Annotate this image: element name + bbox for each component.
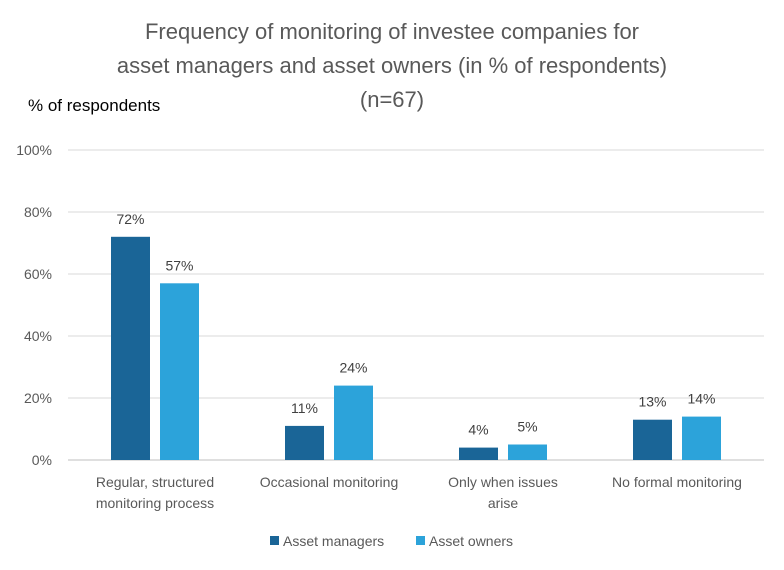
- data-labels: 72% 11% 4% 13% 57% 24% 5% 14%: [116, 211, 715, 438]
- x-tick-label: Only when issues: [448, 474, 558, 490]
- chart-title: Frequency of monitoring of investee comp…: [117, 19, 667, 112]
- y-tick-label: 100%: [16, 142, 52, 158]
- bar: [459, 447, 498, 460]
- y-axis-ticks: 0% 20% 40% 60% 80% 100%: [16, 142, 52, 468]
- bars: [111, 236, 721, 460]
- bar: [334, 385, 373, 460]
- x-axis-categories: Regular, structured monitoring process Occ…: [96, 474, 742, 511]
- bar: [633, 419, 672, 460]
- legend-swatch: [270, 536, 279, 545]
- x-tick-label: Occasional monitoring: [260, 474, 399, 490]
- y-tick-label: 20%: [24, 390, 52, 406]
- data-label: 11%: [291, 400, 318, 416]
- x-tick-label: monitoring process: [96, 495, 214, 511]
- bar: [508, 444, 547, 460]
- data-label: 72%: [116, 211, 144, 227]
- data-label: 5%: [517, 419, 537, 435]
- bar: [285, 425, 324, 460]
- y-tick-label: 40%: [24, 328, 52, 344]
- legend: Asset managers Asset owners: [270, 533, 513, 549]
- bar: [111, 236, 150, 460]
- legend-label: Asset managers: [283, 533, 384, 549]
- legend-label: Asset owners: [429, 533, 513, 549]
- chart-title-line: (n=67): [360, 87, 424, 112]
- data-label: 24%: [339, 360, 367, 376]
- x-tick-label: No formal monitoring: [612, 474, 742, 490]
- data-label: 4%: [468, 422, 488, 438]
- bar: [160, 283, 199, 460]
- chart-title-line: Frequency of monitoring of investee comp…: [145, 19, 639, 44]
- y-tick-label: 60%: [24, 266, 52, 282]
- data-label: 14%: [687, 391, 715, 407]
- y-axis-label: % of respondents: [28, 96, 160, 115]
- legend-swatch: [416, 536, 425, 545]
- chart-title-line: asset managers and asset owners (in % of…: [117, 53, 667, 78]
- x-tick-label: Regular, structured: [96, 474, 214, 490]
- y-tick-label: 0%: [32, 452, 52, 468]
- bar: [682, 416, 721, 460]
- data-label: 57%: [165, 257, 193, 273]
- data-label: 13%: [638, 394, 666, 410]
- x-tick-label: arise: [488, 495, 519, 511]
- y-tick-label: 80%: [24, 204, 52, 220]
